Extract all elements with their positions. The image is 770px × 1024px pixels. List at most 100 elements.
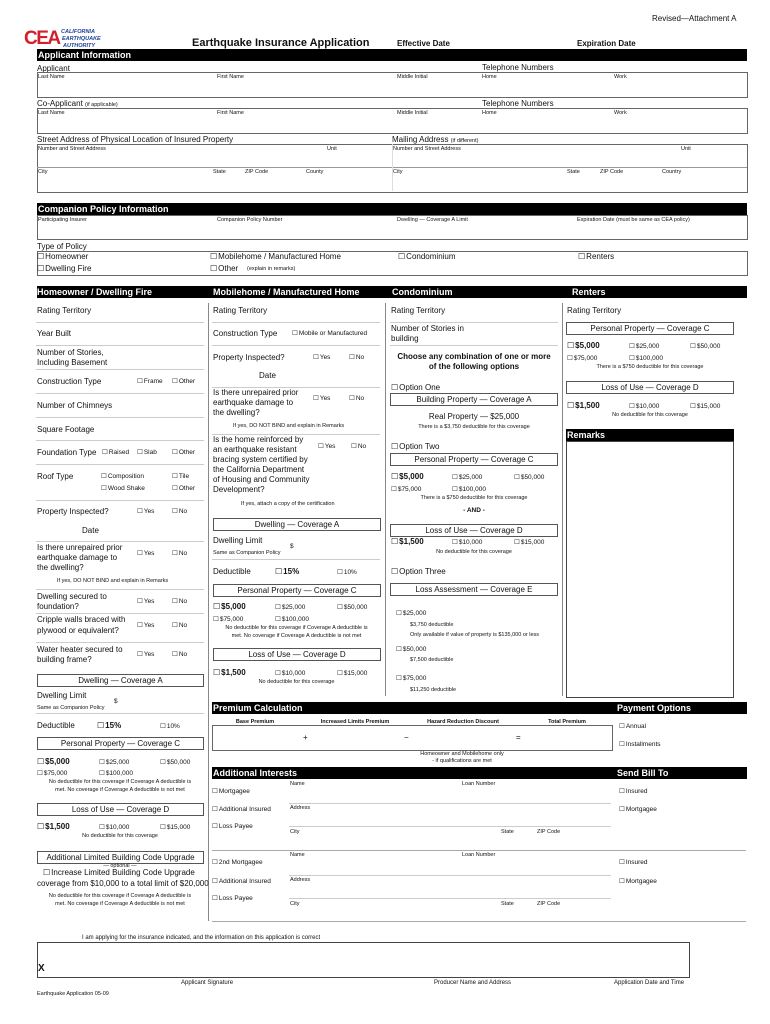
other-checkbox[interactable]: Other [172,377,195,385]
pp-100000-checkbox[interactable]: $100,000 [99,769,133,777]
deductible-15-checkbox[interactable]: 15% [275,567,299,576]
mobilehome-checkbox[interactable]: Mobilehome / Manufactured Home [210,252,341,261]
yes-checkbox[interactable]: Yes [137,650,155,658]
signature-box[interactable] [37,942,690,978]
la-25000-checkbox[interactable]: $25,000 [396,609,427,617]
pp-5000-checkbox[interactable]: $5,000 [391,472,423,481]
lou-1500-checkbox[interactable]: $1,500 [391,537,423,546]
pp-5000-checkbox[interactable]: $5,000 [567,341,599,350]
address-input[interactable] [289,826,611,827]
pp-50000-checkbox[interactable]: $50,000 [514,473,545,481]
frame-checkbox[interactable]: Frame [137,377,163,385]
composition-checkbox[interactable]: Composition [101,472,144,480]
lou-10000-checkbox[interactable]: $10,000 [275,669,306,677]
no-checkbox[interactable]: No [172,549,187,557]
no-checkbox[interactable]: No [349,353,364,361]
lou-10000-checkbox[interactable]: $10,000 [99,823,130,831]
pp-75000-checkbox[interactable]: $75,000 [213,615,244,623]
lou-1500-checkbox[interactable]: $1,500 [213,668,245,677]
no-checkbox[interactable]: No [172,650,187,658]
name-input[interactable] [289,875,611,876]
bill-mortgagee-checkbox[interactable]: Mortgagee [619,805,657,813]
no-checkbox[interactable]: No [349,394,364,402]
increase-bcu-checkbox[interactable]: Increase Limited Building Code Upgrade [43,868,195,877]
pp-25000-checkbox[interactable]: $25,000 [99,758,130,766]
yes-checkbox[interactable]: Yes [137,549,155,557]
mobile-checkbox[interactable]: Mobile or Manufactured [292,329,367,337]
no-checkbox[interactable]: No [351,442,366,450]
bill-insured-checkbox[interactable]: Insured [619,787,648,795]
pp-25000-checkbox[interactable]: $25,000 [275,603,306,611]
option-three-checkbox[interactable]: Option Three [391,567,446,576]
pp-75000-checkbox[interactable]: $75,000 [391,485,422,493]
yes-checkbox[interactable]: Yes [313,353,331,361]
deductible-10-checkbox[interactable]: 10% [337,568,357,576]
lou-15000-checkbox[interactable]: $15,000 [514,538,545,546]
deductible-10-checkbox[interactable]: 10% [160,722,180,730]
tile-checkbox[interactable]: Tile [172,472,189,480]
la-50000-checkbox[interactable]: $50,000 [396,645,427,653]
logo-line: CALIFORNIA [61,29,95,35]
yes-checkbox[interactable]: Yes [137,597,155,605]
pp-100000-checkbox[interactable]: $100,000 [452,485,486,493]
loss-payee-checkbox[interactable]: Loss Payee [212,894,253,902]
option-one-checkbox[interactable]: Option One [391,383,440,392]
pp-100000-checkbox[interactable]: $100,000 [275,615,309,623]
raised-checkbox[interactable]: Raised [102,448,129,456]
lou-1500-checkbox[interactable]: $1,500 [567,401,599,410]
wood-shake-checkbox[interactable]: Wood Shake [101,484,145,492]
annual-checkbox[interactable]: Annual [619,722,646,730]
lou-15000-checkbox[interactable]: $15,000 [690,402,721,410]
telephone-label: Telephone Numbers [482,63,554,72]
pp-5000-checkbox[interactable]: $5,000 [37,757,69,766]
renters-checkbox[interactable]: Renters [578,252,614,261]
pp-50000-checkbox[interactable]: $50,000 [690,342,721,350]
pp-75000-checkbox[interactable]: $75,000 [37,769,68,777]
lou-15000-checkbox[interactable]: $15,000 [160,823,191,831]
lou-10000-checkbox[interactable]: $10,000 [629,402,660,410]
lou-10000-checkbox[interactable]: $10,000 [452,538,483,546]
yes-checkbox[interactable]: Yes [137,507,155,515]
pp-25000-checkbox[interactable]: $25,000 [629,342,660,350]
installments-checkbox[interactable]: Installments [619,740,661,748]
lou-15000-checkbox[interactable]: $15,000 [337,669,368,677]
yes-checkbox[interactable]: Yes [318,442,336,450]
pp-100000-checkbox[interactable]: $100,000 [629,354,663,362]
companion-fields[interactable] [37,215,748,240]
la-75000-checkbox[interactable]: $75,000 [396,674,427,682]
yes-checkbox[interactable]: Yes [137,621,155,629]
field-label: Address [290,877,311,883]
homeowner-checkbox[interactable]: Homeowner [37,252,88,261]
other-checkbox[interactable]: Other [172,448,195,456]
dwelling-fire-checkbox[interactable]: Dwelling Fire [37,264,91,273]
name-input[interactable] [289,803,611,804]
additional-insured-checkbox[interactable]: Additional Insured [212,877,271,885]
second-mortgagee-checkbox[interactable]: 2nd Mortgagee [212,858,263,866]
deductible-15-checkbox[interactable]: 15% [97,721,121,730]
loss-payee-checkbox[interactable]: Loss Payee [212,822,253,830]
co-applicant-fields[interactable] [37,108,748,134]
bill-insured-checkbox[interactable]: Insured [619,858,648,866]
premium-fields[interactable] [212,725,613,751]
no-checkbox[interactable]: No [172,621,187,629]
no-checkbox[interactable]: No [172,507,187,515]
pp-50000-checkbox[interactable]: $50,000 [160,758,191,766]
bill-mortgagee-checkbox[interactable]: Mortgagee [619,877,657,885]
remarks-textarea[interactable] [566,441,734,698]
pp-25000-checkbox[interactable]: $25,000 [452,473,483,481]
mortgagee-checkbox[interactable]: Mortgagee [212,787,250,795]
applicant-fields[interactable] [37,72,748,98]
no-checkbox[interactable]: No [172,597,187,605]
slab-checkbox[interactable]: Slab [137,448,157,456]
option-two-checkbox[interactable]: Option Two [391,442,439,451]
additional-insured-checkbox[interactable]: Additional Insured [212,805,271,813]
pp-50000-checkbox[interactable]: $50,000 [337,603,368,611]
lou-1500-checkbox[interactable]: $1,500 [37,822,69,831]
pp-5000-checkbox[interactable]: $5,000 [213,602,245,611]
address-input[interactable] [289,898,611,899]
other-checkbox[interactable]: Other [210,264,238,273]
yes-checkbox[interactable]: Yes [313,394,331,402]
condominium-checkbox[interactable]: Condominium [398,252,455,261]
other-checkbox[interactable]: Other [172,484,195,492]
pp-75000-checkbox[interactable]: $75,000 [567,354,598,362]
